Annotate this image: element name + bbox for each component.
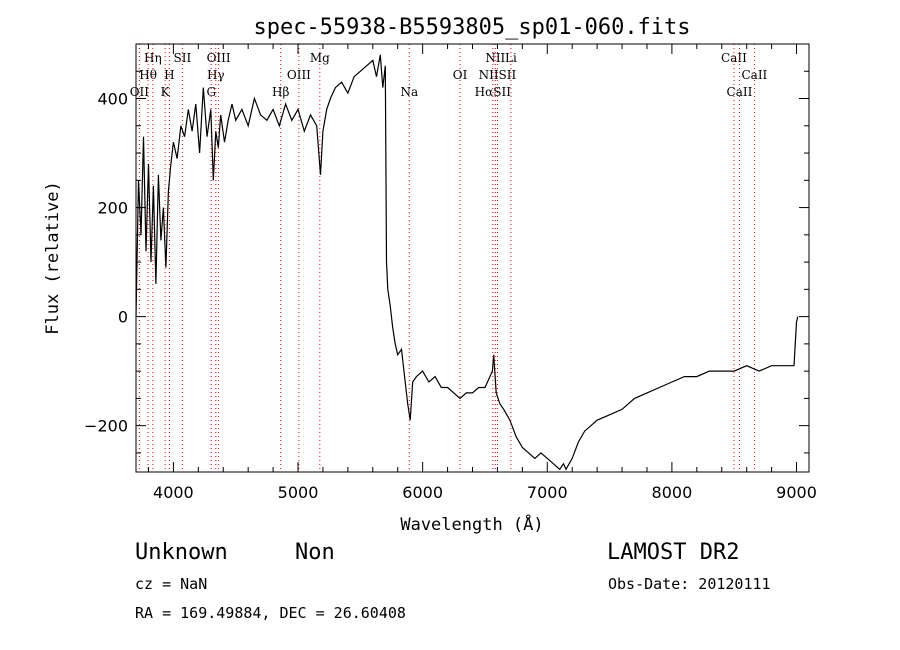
observation-date: Obs-Date: 20120111: [608, 575, 771, 593]
line-marker-label-16: NIISII: [479, 68, 517, 82]
line-marker-label-14: Li: [505, 51, 517, 65]
line-marker-label-5: SII: [174, 51, 192, 65]
line-marker-label-1: Hθ: [139, 68, 157, 82]
plot-frame: [135, 43, 810, 473]
line-marker-label-0: Hη: [144, 51, 162, 65]
y-tick-label-1: 0: [118, 308, 128, 327]
x-tick-label-2: 6000: [402, 483, 443, 502]
line-marker-label-17: HαSII: [475, 85, 512, 99]
redshift-value: cz = NaN: [135, 575, 208, 593]
line-marker-label-10: OIII: [287, 68, 311, 82]
x-tick-label-5: 9000: [776, 483, 817, 502]
y-tick-label-0: −200: [84, 417, 128, 436]
axis-ticks-group: 4000 5000 6000 7000 8000 9000 −200 0 200 400: [84, 43, 817, 502]
line-marker-label-18: CaII: [721, 51, 747, 65]
line-marker-label-2: OII: [130, 85, 150, 99]
line-marker-label-11: Hβ: [272, 85, 289, 99]
coordinates: RA = 169.49884, DEC = 26.60408: [135, 604, 406, 622]
object-class: Unknown: [135, 540, 228, 565]
line-marker-label-13: NII: [485, 51, 505, 65]
line-marker-label-9: Mg: [310, 51, 330, 65]
line-marker-label-15: OI: [453, 68, 468, 82]
survey-name: LAMOST DR2: [607, 540, 740, 565]
y-tick-label-2: 200: [97, 199, 128, 218]
line-marker-label-19: CaII: [741, 68, 767, 82]
line-marker-label-8: G: [206, 85, 216, 99]
line-marker-label-7: Hγ: [207, 68, 225, 82]
y-tick-label-3: 400: [97, 90, 128, 109]
spectrum-line: [135, 54, 799, 471]
y-axis-label: Flux (relative): [43, 181, 63, 335]
object-subclass: Non: [295, 540, 335, 565]
line-marker-label-12: Na: [400, 85, 418, 99]
x-tick-label-1: 5000: [278, 483, 319, 502]
line-marker-label-6: OIII: [207, 51, 231, 65]
x-tick-label-0: 4000: [153, 483, 194, 502]
x-tick-label-3: 7000: [527, 483, 568, 502]
x-tick-label-4: 8000: [652, 483, 693, 502]
spectrum-group: [135, 54, 799, 471]
line-marker-label-20: CaII: [727, 85, 753, 99]
x-axis-label: Wavelength (Å): [400, 513, 543, 535]
line-marker-label-4: K: [161, 85, 171, 99]
line-marker-label-3: H: [164, 68, 174, 82]
line-marker-group: Hη Hθ OII HK SII OIII Hγ G Mg OIII Hβ Na NII Li OI NIIS…: [130, 44, 768, 472]
chart-title: spec-55938-B5593805_sp01-060.fits: [253, 15, 690, 40]
